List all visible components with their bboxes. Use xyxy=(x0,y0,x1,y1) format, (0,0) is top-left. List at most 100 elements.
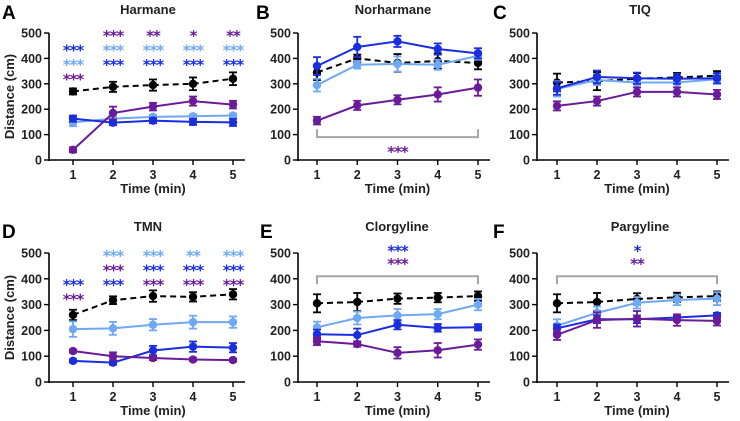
data-point xyxy=(312,337,322,346)
panel-letter: B xyxy=(256,3,270,24)
series-purple xyxy=(68,346,238,365)
series-purple xyxy=(68,95,238,155)
data-point xyxy=(148,346,158,355)
panel-title: TMN xyxy=(134,219,162,234)
data-point xyxy=(672,74,682,83)
panel-letter: A xyxy=(2,3,16,24)
data-point xyxy=(393,294,402,303)
data-point xyxy=(433,60,442,69)
significance-stars: * xyxy=(634,242,642,260)
y-tick-label: 0 xyxy=(284,154,291,168)
x-tick-label: 1 xyxy=(314,168,321,182)
x-tick-label: 4 xyxy=(434,168,441,182)
x-tick-label: 1 xyxy=(70,390,77,404)
series-control xyxy=(68,71,238,96)
data-point xyxy=(148,102,158,111)
series-purple xyxy=(552,86,722,112)
y-tick-label: 500 xyxy=(270,27,291,41)
data-point xyxy=(712,316,722,326)
data-point xyxy=(188,342,198,351)
data-point xyxy=(712,294,722,303)
significance-bracket xyxy=(316,129,479,139)
x-tick-label: 4 xyxy=(190,390,197,404)
data-point xyxy=(473,83,483,92)
significance-stars: *** xyxy=(143,56,165,74)
data-point xyxy=(312,80,322,90)
significance-stars: *** xyxy=(183,276,205,294)
panel-e: E Clorgyline 0 100 200 300 400 500 1 2 3 4 5 Time (mi… xyxy=(260,219,490,418)
panel-f: F Pargyline 0 100 200 300 400 500 1 2 3 4 5 Time (min… xyxy=(493,219,729,418)
significance-stars: *** xyxy=(223,276,245,294)
series-purple xyxy=(312,336,483,360)
panel-title: Norharmane xyxy=(355,2,432,17)
x-tick-label: 5 xyxy=(230,390,237,404)
data-point xyxy=(68,356,78,366)
data-point xyxy=(552,101,562,111)
panel-a: A Harmane 0 100 200 300 400 500 1 2 3 4 5 Time (min) D… xyxy=(2,2,245,196)
significance-stars: *** xyxy=(63,276,85,294)
y-tick-label: 400 xyxy=(21,272,42,286)
x-tick-label: 2 xyxy=(110,390,117,404)
data-point xyxy=(433,309,442,319)
x-tick-label: 4 xyxy=(434,390,441,404)
data-point xyxy=(228,343,238,352)
y-tick-label: 500 xyxy=(21,247,42,261)
data-point xyxy=(108,82,118,92)
x-tick-label: 4 xyxy=(674,390,681,404)
y-tick-label: 100 xyxy=(509,350,530,364)
data-point xyxy=(108,108,118,118)
series-lightblue xyxy=(68,314,238,338)
significance-stars: *** xyxy=(103,27,125,45)
data-point xyxy=(228,355,238,365)
series-blue xyxy=(68,114,238,127)
y-tick-label: 0 xyxy=(284,376,291,390)
significance-stars: *** xyxy=(223,247,245,265)
data-point xyxy=(632,314,642,323)
series-control xyxy=(68,288,238,321)
y-tick-label: 100 xyxy=(21,128,42,142)
significance-stars: *** xyxy=(143,276,165,294)
y-tick-label: 400 xyxy=(509,272,530,286)
data-point xyxy=(312,61,322,71)
y-tick-label: 400 xyxy=(509,52,530,66)
data-point xyxy=(148,116,158,125)
x-tick-label: 1 xyxy=(314,390,321,404)
y-tick-label: 0 xyxy=(523,376,530,390)
y-tick-label: 200 xyxy=(21,103,42,117)
data-point xyxy=(353,339,362,349)
data-point xyxy=(393,37,402,46)
series-blue xyxy=(312,34,483,76)
x-tick-label: 3 xyxy=(150,168,157,182)
data-point xyxy=(68,324,78,334)
data-point xyxy=(353,297,362,307)
data-point xyxy=(393,348,402,358)
panel-letter: E xyxy=(260,222,273,243)
x-tick-label: 3 xyxy=(150,390,157,404)
significance-stars: *** xyxy=(223,56,245,74)
data-point xyxy=(592,96,602,106)
data-point xyxy=(592,72,602,82)
data-point xyxy=(672,295,682,305)
data-point xyxy=(433,44,442,54)
data-point xyxy=(632,87,642,97)
x-axis-label: Time (min) xyxy=(365,403,431,418)
significance-stars: ** xyxy=(226,27,241,45)
data-point xyxy=(188,79,198,89)
data-point xyxy=(68,310,78,320)
y-tick-label: 100 xyxy=(270,128,291,142)
data-point xyxy=(148,291,158,301)
significance-stars: *** xyxy=(223,262,245,280)
data-point xyxy=(188,292,198,302)
y-tick-label: 400 xyxy=(270,272,291,286)
data-point xyxy=(433,293,442,302)
significance-stars: *** xyxy=(223,42,245,60)
panel-letter: F xyxy=(493,222,505,243)
data-point xyxy=(228,290,238,299)
y-tick-label: 0 xyxy=(523,154,530,168)
x-tick-label: 5 xyxy=(475,168,482,182)
x-tick-label: 2 xyxy=(594,168,601,182)
data-point xyxy=(473,49,483,58)
y-tick-label: 200 xyxy=(21,324,42,338)
y-tick-label: 300 xyxy=(21,77,42,91)
significance-bracket xyxy=(316,275,479,285)
